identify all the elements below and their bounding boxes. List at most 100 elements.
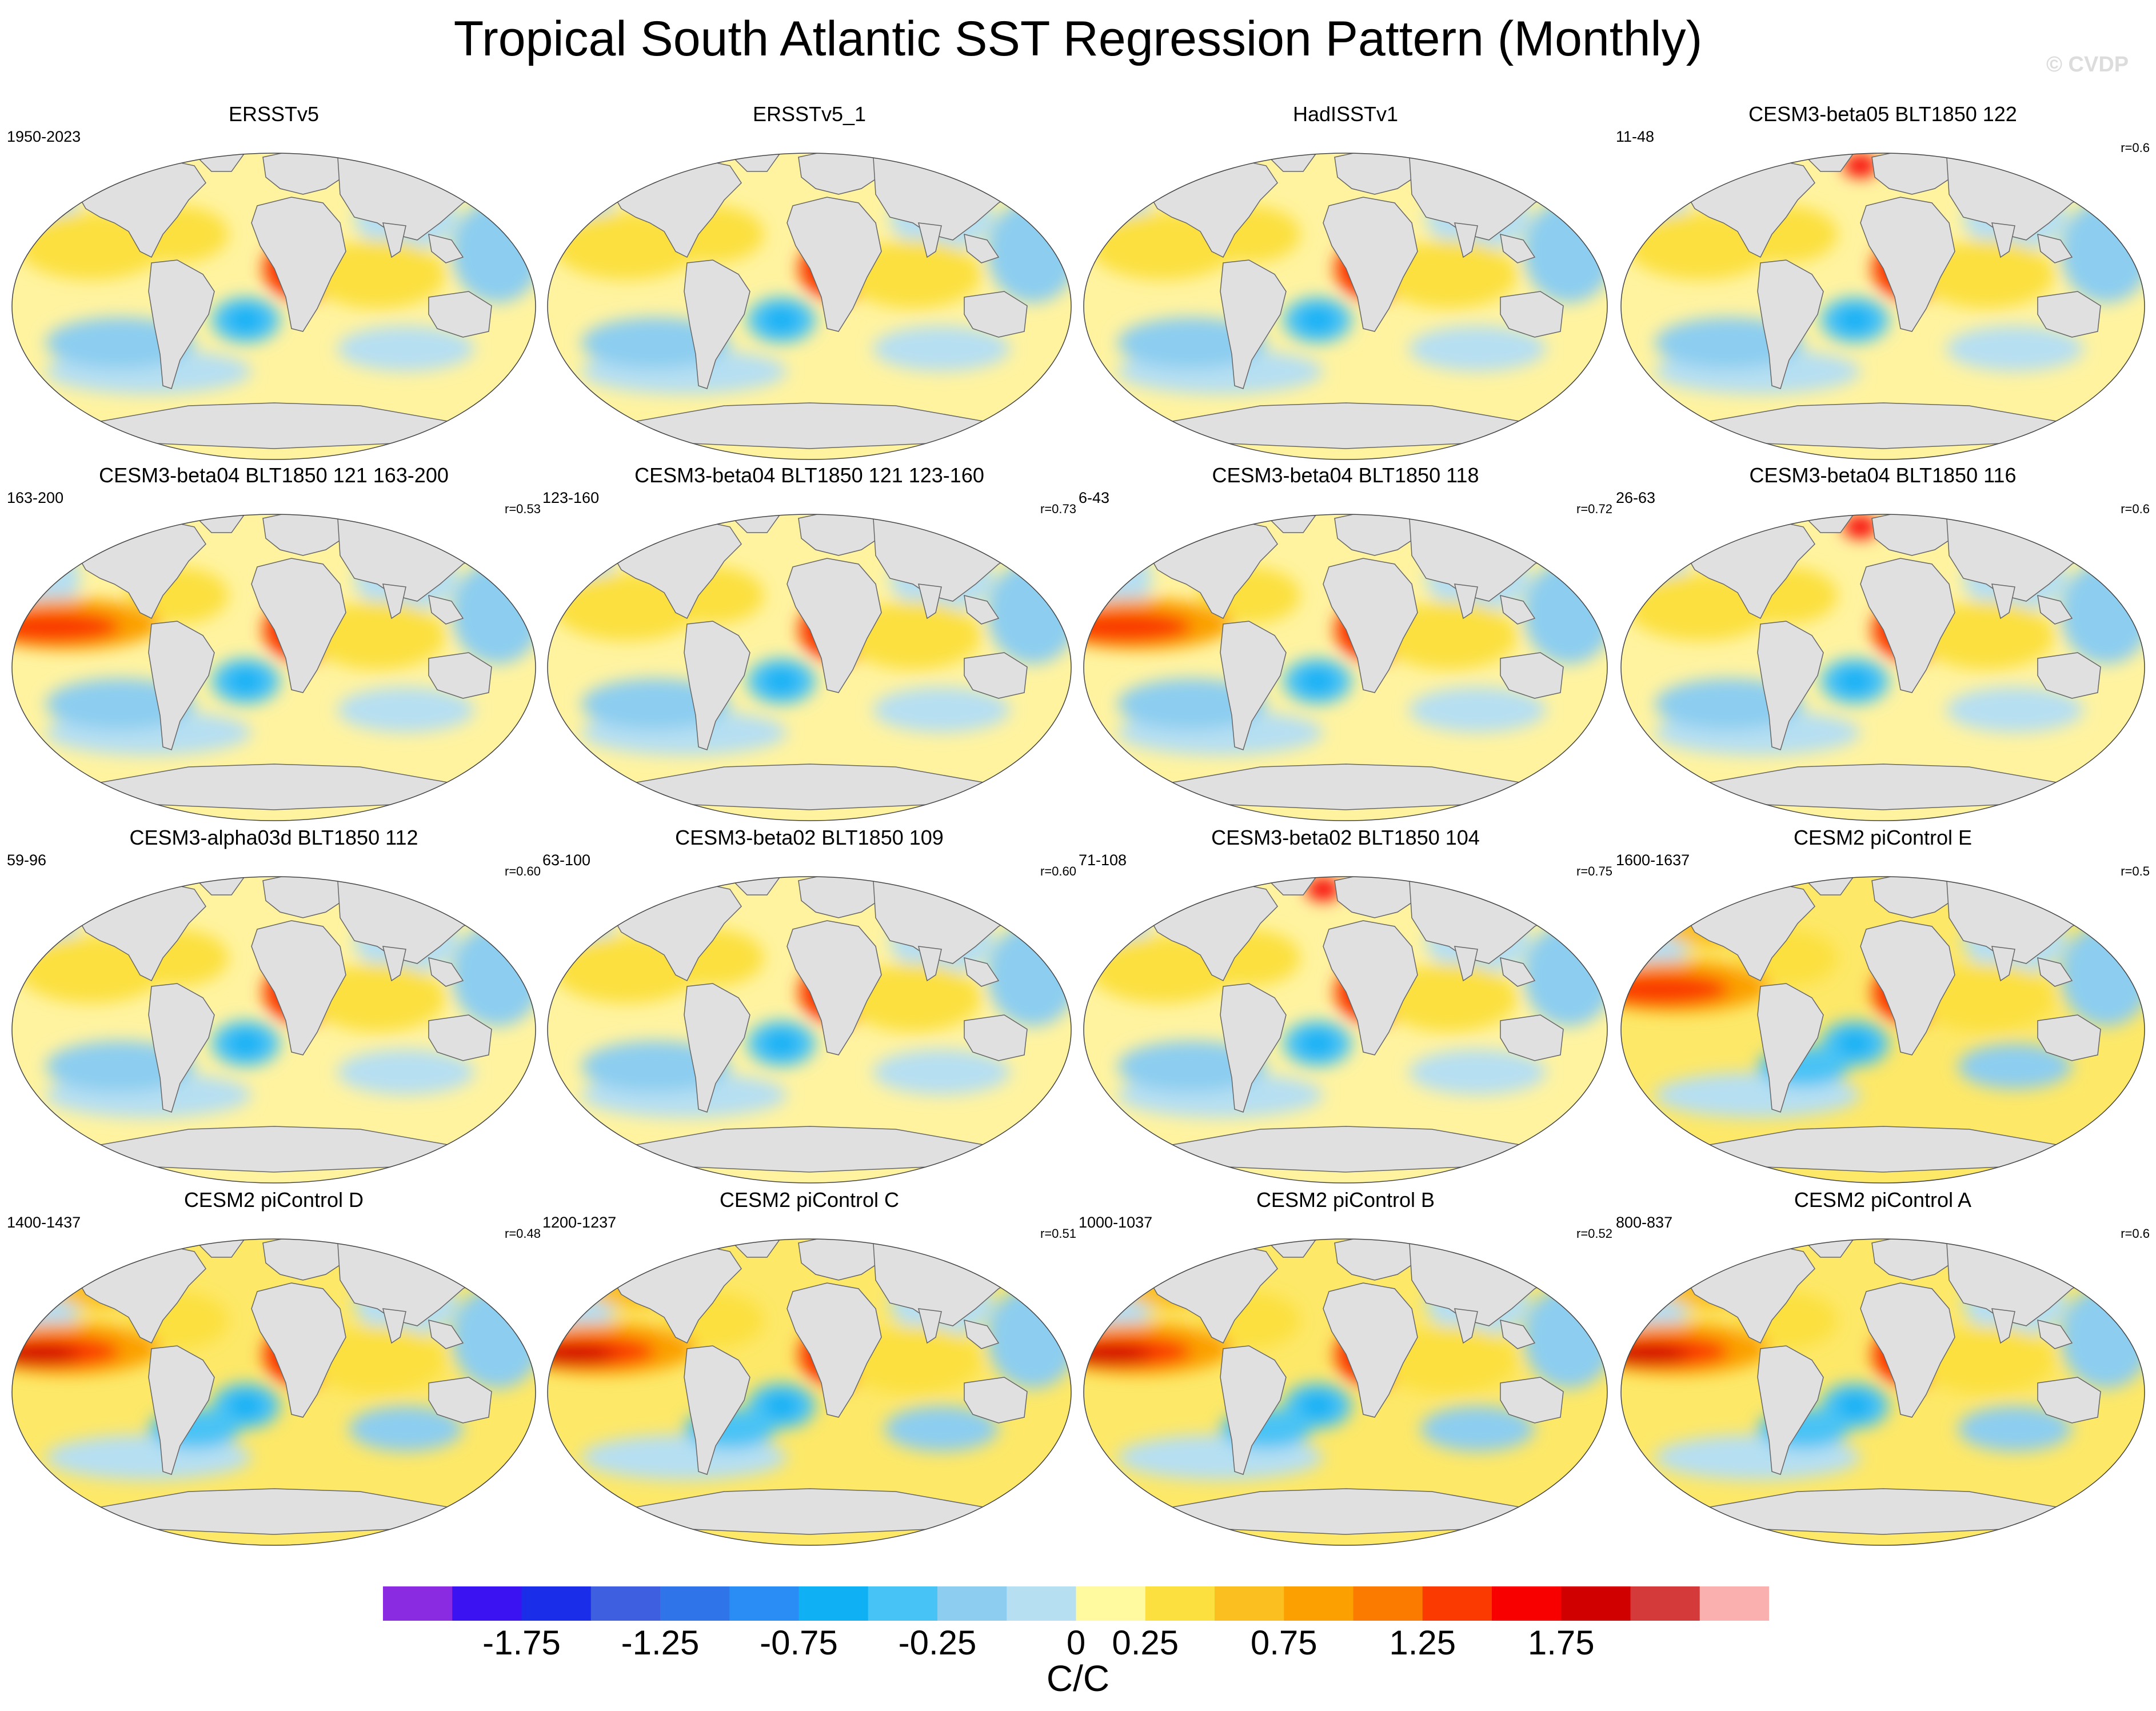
- land-india: [382, 1308, 406, 1344]
- land-seasia: [1500, 1319, 1536, 1349]
- anomaly-region: [987, 924, 1071, 1026]
- land-southAmerica: [684, 621, 750, 750]
- colorbar-tick-label: 1.75: [1527, 1624, 1595, 1662]
- land-india: [382, 946, 406, 982]
- land-seasia: [964, 233, 1000, 263]
- land-india: [918, 222, 942, 258]
- land-africa: [1860, 1282, 1955, 1418]
- colorbar-swatch: [1353, 1586, 1423, 1621]
- anomaly-region: [764, 1393, 798, 1418]
- land-africa: [251, 197, 346, 332]
- colorbar-swatch: [1076, 1586, 1146, 1621]
- land-europe: [262, 514, 349, 556]
- land-africa: [1860, 558, 1955, 693]
- panel-title: ERSSTv5_1: [752, 102, 867, 126]
- anomaly-region: [1300, 1031, 1335, 1056]
- land-europe: [798, 514, 885, 556]
- map-border: [1083, 876, 1608, 1184]
- anomaly-region: [2061, 1286, 2145, 1389]
- anomaly-region: [1300, 669, 1335, 694]
- sst-regression-map: [1620, 876, 2145, 1184]
- figure-title: Tropical South Atlantic SST Regression P…: [453, 11, 1703, 66]
- colorbar-swatch: [798, 1586, 869, 1621]
- colorbar-swatch: [868, 1586, 938, 1621]
- land-australia: [2037, 291, 2101, 338]
- anomaly-region: [1523, 561, 1607, 664]
- sst-regression-map: [1620, 514, 2145, 821]
- anomaly-region: [1843, 154, 1878, 177]
- anomaly-region: [337, 687, 474, 733]
- panel-pattern-correlation: r=0.72: [1576, 502, 1612, 516]
- anomaly-region: [1958, 1044, 2072, 1089]
- panel-period: 123-160: [542, 489, 600, 506]
- anomaly-region: [12, 1344, 80, 1365]
- panel-period: 163-200: [7, 489, 64, 506]
- anomaly-region: [1838, 1031, 1872, 1056]
- land-europe: [1334, 877, 1421, 918]
- colorbar-swatch: [1145, 1586, 1215, 1621]
- anomaly-region: [349, 1406, 463, 1452]
- panel-pattern-correlation: r=0.53: [505, 502, 541, 516]
- panel-title: CESM2 piControl D: [183, 1188, 364, 1212]
- map-panel: CESM3-beta04 BLT1850 121 123-160 123-160 r…: [541, 464, 1077, 830]
- panel-title: CESM2 piControl A: [1794, 1188, 1972, 1212]
- sst-regression-map: [1620, 153, 2145, 460]
- land-southAmerica: [148, 983, 215, 1113]
- sst-regression-map: [547, 876, 1072, 1184]
- colorbar-swatch: [1492, 1586, 1562, 1621]
- land-southAmerica: [1757, 1345, 1824, 1475]
- colorbar-tick-label: 1.25: [1389, 1624, 1456, 1662]
- anomaly-region: [987, 200, 1071, 303]
- map-panel: CESM2 piControl E 1600-1637 r=0.5: [1615, 826, 2151, 1192]
- colorbar-swatch: [1422, 1586, 1492, 1621]
- panel-pattern-correlation: r=0.73: [1040, 502, 1076, 516]
- panel-period: 1200-1237: [542, 1214, 617, 1231]
- colorbar-tick-label: 0.75: [1250, 1624, 1317, 1662]
- land-india: [1454, 222, 1478, 258]
- map-panel: CESM2 piControl A 800-837 r=0.6: [1615, 1189, 2151, 1554]
- sst-regression-map: [11, 514, 536, 821]
- map-border: [547, 876, 1072, 1184]
- land-india: [1454, 946, 1478, 982]
- panel-pattern-correlation: r=0.6: [2121, 502, 2150, 516]
- panel-title: CESM3-beta04 BLT1850 118: [1212, 463, 1479, 487]
- land-europe: [798, 877, 885, 918]
- land-southAmerica: [1220, 1345, 1287, 1475]
- land-india: [918, 946, 942, 982]
- colorbar-swatch: [937, 1586, 1007, 1621]
- sst-regression-map: [1620, 1238, 2145, 1546]
- map-border: [11, 1238, 536, 1546]
- land-europe: [798, 153, 885, 195]
- anomaly-region: [1946, 326, 2083, 371]
- land-europe: [1334, 1239, 1421, 1281]
- sst-regression-map: [1083, 876, 1608, 1184]
- panel-period: 1000-1037: [1079, 1214, 1153, 1231]
- land-seasia: [2037, 594, 2073, 625]
- anomaly-region: [764, 307, 798, 333]
- anomaly-region: [1946, 687, 2083, 733]
- panel-pattern-correlation: r=0.60: [1040, 864, 1076, 878]
- map-panel: ERSSTv5 1950-2023: [6, 103, 542, 469]
- panel-title: CESM2 piControl E: [1793, 826, 1973, 849]
- land-seasia: [964, 1319, 1000, 1349]
- map-border: [547, 1238, 1072, 1546]
- anomaly-region: [764, 1031, 798, 1056]
- land-india: [1454, 583, 1478, 619]
- land-australia: [428, 1014, 492, 1061]
- panel-period: 800-837: [1616, 1214, 1673, 1231]
- land-southAmerica: [1220, 621, 1287, 750]
- colorbar-swatch: [521, 1586, 592, 1621]
- panel-title: CESM3-beta02 BLT1850 104: [1211, 826, 1480, 849]
- panel-period: 71-108: [1079, 851, 1127, 869]
- anomaly-region: [2061, 924, 2145, 1026]
- map-border: [11, 876, 536, 1184]
- anomaly-region: [1838, 307, 1872, 333]
- sst-regression-map: [547, 514, 1072, 821]
- map-border: [1620, 514, 2145, 821]
- land-europe: [798, 1239, 885, 1281]
- anomaly-region: [1300, 307, 1335, 333]
- land-australia: [428, 1377, 492, 1424]
- land-africa: [786, 1282, 882, 1418]
- anomaly-region: [337, 326, 474, 371]
- colorbar-tick-label: -1.75: [482, 1624, 561, 1662]
